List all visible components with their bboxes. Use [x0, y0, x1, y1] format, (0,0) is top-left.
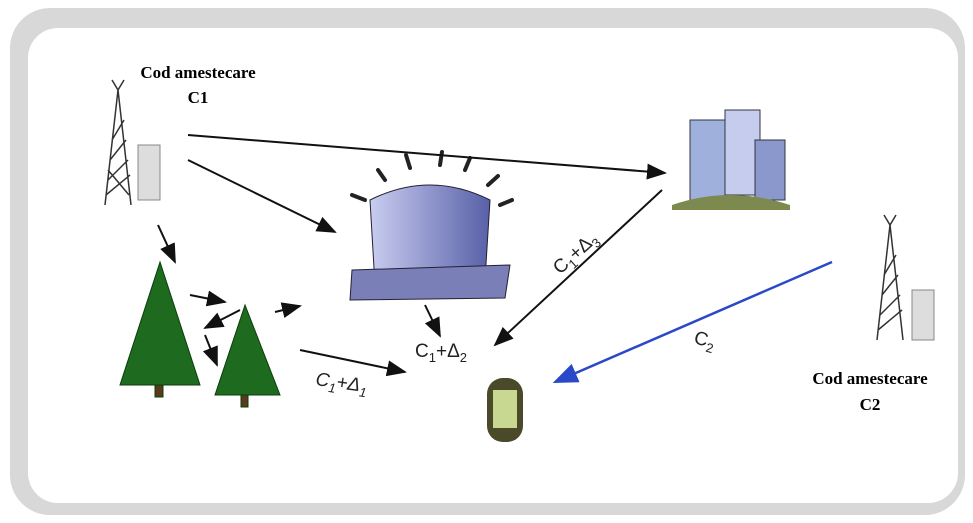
edge-label-sub: 1: [429, 350, 436, 365]
node-label: Cod amestecare: [812, 369, 928, 388]
node-code: C2: [860, 395, 881, 414]
edge-label-part: +Δ: [335, 372, 362, 396]
diagram: Cod amestecare C1 Cod amestecare C2: [0, 0, 973, 523]
node-label: Cod amestecare: [140, 63, 256, 82]
server-1: [138, 145, 160, 200]
edge-label-part: +Δ: [436, 341, 460, 362]
server-2: [912, 290, 934, 340]
page: Cod amestecare C1 Cod amestecare C2: [0, 0, 973, 523]
edge-label-part: C: [415, 341, 429, 362]
phone: [487, 378, 523, 442]
edge-label-sub: 2: [460, 350, 467, 365]
edge-label: C1+Δ2: [415, 341, 467, 365]
node-code: C1: [188, 88, 209, 107]
